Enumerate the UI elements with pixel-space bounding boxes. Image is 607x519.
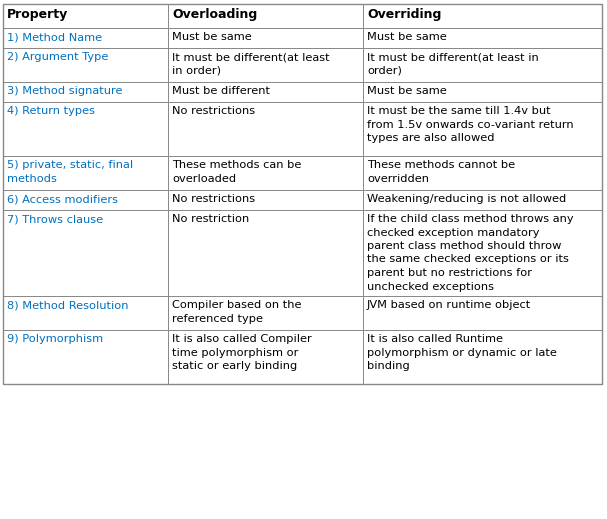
Text: It must be the same till 1.4v but: It must be the same till 1.4v but	[367, 106, 551, 116]
Text: These methods can be: These methods can be	[172, 160, 301, 170]
Text: It must be different(at least in: It must be different(at least in	[367, 52, 539, 62]
Text: binding: binding	[367, 361, 410, 371]
Bar	[168, 296, 363, 330]
Text: overloaded: overloaded	[172, 173, 236, 184]
Text: These methods cannot be: These methods cannot be	[367, 160, 515, 170]
Bar	[3, 102, 168, 156]
Text: polymorphism or dynamic or late: polymorphism or dynamic or late	[367, 348, 557, 358]
Text: in order): in order)	[172, 65, 221, 75]
Bar	[3, 4, 602, 384]
Bar	[168, 82, 363, 102]
Text: 5) private, static, final: 5) private, static, final	[7, 160, 133, 170]
Text: If the child class method throws any: If the child class method throws any	[367, 214, 574, 224]
Text: 4) Return types: 4) Return types	[7, 106, 95, 116]
Text: the same checked exceptions or its: the same checked exceptions or its	[367, 254, 569, 265]
Bar	[168, 48, 363, 82]
Text: Weakening/reducing is not allowed: Weakening/reducing is not allowed	[367, 194, 566, 204]
Text: order): order)	[367, 65, 402, 75]
Text: parent but no restrictions for: parent but no restrictions for	[367, 268, 532, 278]
Bar	[168, 210, 363, 296]
Text: parent class method should throw: parent class method should throw	[367, 241, 561, 251]
Text: Overloading: Overloading	[172, 8, 257, 21]
Text: referenced type: referenced type	[172, 313, 263, 323]
Text: 6) Access modifiers: 6) Access modifiers	[7, 194, 118, 204]
Text: Property: Property	[7, 8, 68, 21]
Bar	[363, 4, 602, 28]
Bar	[168, 190, 363, 210]
Text: It is also called Compiler: It is also called Compiler	[172, 334, 312, 344]
Text: It must be different(at least: It must be different(at least	[172, 52, 330, 62]
Text: overridden: overridden	[367, 173, 429, 184]
Text: 3) Method signature: 3) Method signature	[7, 86, 123, 96]
Text: Must be same: Must be same	[172, 32, 252, 42]
Bar	[3, 210, 168, 296]
Text: Overriding: Overriding	[367, 8, 441, 21]
Text: 9) Polymorphism: 9) Polymorphism	[7, 334, 103, 344]
Bar	[3, 82, 168, 102]
Text: 8) Method Resolution: 8) Method Resolution	[7, 300, 129, 310]
Text: Must be same: Must be same	[367, 86, 447, 96]
Bar	[168, 4, 363, 28]
Bar	[363, 48, 602, 82]
Bar	[3, 190, 168, 210]
Bar	[3, 156, 168, 190]
Bar	[363, 296, 602, 330]
Bar	[363, 330, 602, 384]
Text: No restrictions: No restrictions	[172, 106, 255, 116]
Text: Compiler based on the: Compiler based on the	[172, 300, 302, 310]
Bar	[363, 28, 602, 48]
Text: types are also allowed: types are also allowed	[367, 133, 495, 143]
Text: Must be different: Must be different	[172, 86, 270, 96]
Text: static or early binding: static or early binding	[172, 361, 297, 371]
Text: Must be same: Must be same	[367, 32, 447, 42]
Text: unchecked exceptions: unchecked exceptions	[367, 281, 494, 292]
Bar	[168, 102, 363, 156]
Bar	[3, 4, 168, 28]
Text: It is also called Runtime: It is also called Runtime	[367, 334, 503, 344]
Bar	[3, 48, 168, 82]
Bar	[363, 210, 602, 296]
Bar	[363, 190, 602, 210]
Bar	[363, 82, 602, 102]
Text: No restrictions: No restrictions	[172, 194, 255, 204]
Bar	[3, 330, 168, 384]
Bar	[168, 330, 363, 384]
Text: time polymorphism or: time polymorphism or	[172, 348, 299, 358]
Bar	[3, 28, 168, 48]
Text: methods: methods	[7, 173, 57, 184]
Text: No restriction: No restriction	[172, 214, 249, 224]
Text: from 1.5v onwards co-variant return: from 1.5v onwards co-variant return	[367, 119, 574, 130]
Text: 7) Throws clause: 7) Throws clause	[7, 214, 103, 224]
Text: 1) Method Name: 1) Method Name	[7, 32, 102, 42]
Text: checked exception mandatory: checked exception mandatory	[367, 227, 540, 238]
Bar	[363, 102, 602, 156]
Bar	[168, 28, 363, 48]
Bar	[363, 156, 602, 190]
Bar	[168, 156, 363, 190]
Text: JVM based on runtime object: JVM based on runtime object	[367, 300, 531, 310]
Bar	[3, 296, 168, 330]
Text: 2) Argument Type: 2) Argument Type	[7, 52, 109, 62]
